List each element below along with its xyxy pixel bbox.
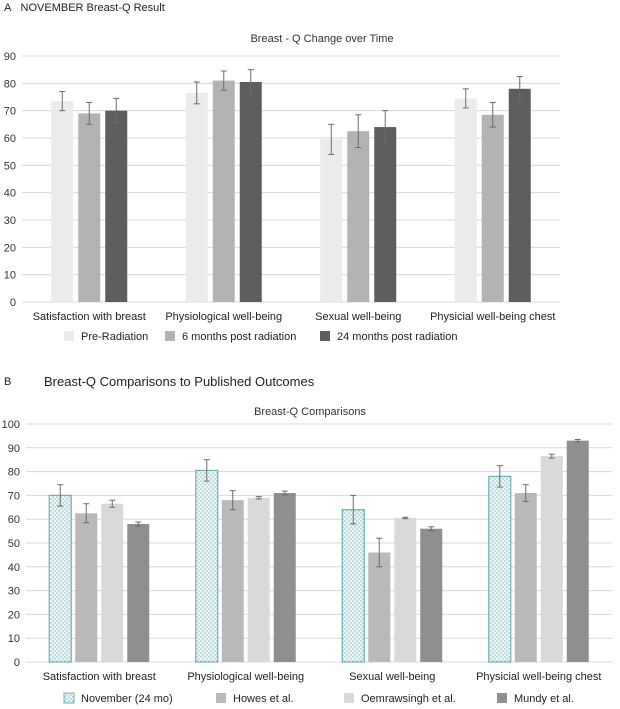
bar (48, 494, 72, 663)
y-tick-label: 10 (8, 633, 20, 645)
y-tick-label: 80 (4, 78, 16, 90)
y-tick-label: 100 (2, 419, 20, 431)
legend-label: Pre-Radiation (81, 331, 148, 343)
bar (481, 114, 504, 303)
panel-b-letter: B (4, 376, 12, 388)
bar (540, 456, 563, 662)
chart-b-categories: Satisfaction with breast Physiological we… (43, 671, 602, 683)
category-label: Physicial well-being chest (430, 311, 555, 323)
bar (488, 475, 512, 663)
bar (221, 500, 244, 662)
category-label: Sexual well-being (315, 311, 401, 323)
panel-a-heading: NOVEMBER Breast-Q Result (20, 2, 165, 14)
bar (247, 497, 270, 662)
y-tick-label: 50 (8, 538, 20, 550)
chart-b-bars (48, 438, 589, 663)
chart-b-grid: 0 10 20 30 40 50 60 70 80 90 100 (2, 419, 612, 669)
bar (127, 523, 150, 662)
chart-a-categories: Satisfaction with breast Physiological we… (33, 311, 556, 323)
category-label: Satisfaction with breast (43, 671, 156, 683)
legend-label: November (24 mo) (81, 693, 173, 705)
y-tick-label: 50 (4, 160, 16, 172)
category-label: Physiological well-being (165, 311, 282, 323)
legend-label: Mundy et al. (514, 693, 574, 705)
y-tick-label: 80 (8, 467, 20, 479)
bar (341, 509, 365, 663)
y-tick-label: 60 (8, 514, 20, 526)
legend-swatch (63, 692, 75, 704)
y-tick-label: 0 (14, 657, 20, 669)
chart-a-title: Breast - Q Change over Time (250, 33, 393, 45)
category-label: Satisfaction with breast (33, 311, 146, 323)
bar (394, 518, 417, 662)
bar (454, 98, 477, 302)
bar (51, 101, 74, 302)
panel-a-caption: A NOVEMBER Breast-Q Result (4, 2, 165, 14)
category-label: Sexual well-being (349, 671, 435, 683)
panel-b-heading: Breast-Q Comparisons to Published Outcom… (44, 374, 315, 389)
chart-a-legend: Pre-Radiation 6 months post radiation 24 m… (64, 331, 457, 343)
bar (368, 552, 391, 662)
bar (566, 440, 589, 662)
bar (514, 493, 537, 662)
legend-label: Howes et al. (233, 693, 294, 705)
legend-swatch (497, 693, 507, 703)
chart-b-title: Breast-Q Comparisons (254, 406, 366, 418)
bar (320, 139, 343, 302)
y-tick-label: 30 (8, 586, 20, 598)
bar (212, 80, 235, 302)
bar (273, 493, 296, 662)
chart-a: Breast - Q Change over Time 0 10 20 30 40 50 6… (4, 33, 560, 343)
y-tick-label: 20 (4, 242, 16, 254)
legend-swatch (216, 693, 226, 703)
y-tick-label: 70 (8, 490, 20, 502)
panel-a-letter: A (4, 2, 12, 14)
bar (420, 528, 443, 662)
y-tick-label: 0 (10, 297, 16, 309)
y-tick-label: 30 (4, 215, 16, 227)
chart-a-bars (51, 69, 531, 303)
y-tick-label: 60 (4, 133, 16, 145)
category-label: Physiological well-being (187, 671, 304, 683)
bar (78, 113, 101, 303)
bar (185, 92, 208, 303)
category-label: Physicial well-being chest (476, 671, 601, 683)
legend-label: Oemrawsingh et al. (361, 693, 456, 705)
y-tick-label: 90 (8, 443, 20, 455)
chart-b-legend: November (24 mo) Howes et al. Oemrawsingh … (63, 692, 574, 705)
y-tick-label: 40 (8, 562, 20, 574)
legend-label: 6 months post radiation (182, 331, 296, 343)
bar (195, 469, 219, 663)
y-tick-label: 20 (8, 609, 20, 621)
legend-label: 24 months post radiation (337, 331, 457, 343)
y-tick-label: 40 (4, 188, 16, 200)
bar (75, 513, 98, 662)
y-tick-label: 10 (4, 270, 16, 282)
bar (347, 131, 370, 302)
y-tick-label: 70 (4, 106, 16, 118)
legend-swatch (165, 331, 175, 341)
bar (239, 81, 262, 302)
bar (374, 127, 397, 302)
bar (105, 110, 128, 303)
y-tick-label: 90 (4, 51, 16, 63)
legend-swatch (64, 331, 74, 341)
bar (101, 503, 124, 662)
legend-swatch (320, 331, 330, 341)
legend-swatch (344, 693, 354, 703)
bar (508, 88, 531, 302)
